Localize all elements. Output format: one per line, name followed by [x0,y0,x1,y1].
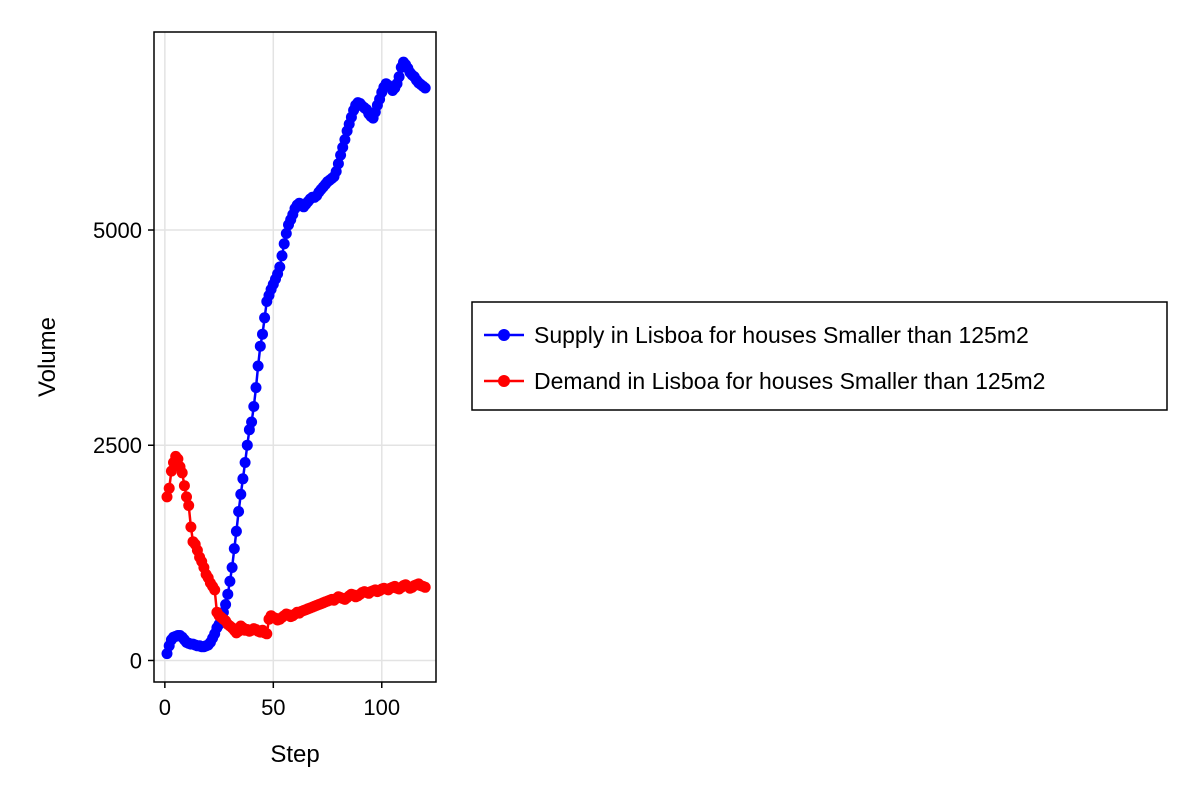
x-tick-label: 100 [363,695,400,720]
data-point [220,599,232,610]
x-tick-label: 0 [159,695,171,720]
plot-frame [153,31,437,683]
data-point [181,491,192,503]
y-axis-label: Volume [34,317,61,397]
data-point [419,82,431,94]
data-point [209,584,221,596]
data-point [222,588,234,600]
data-point [226,562,238,573]
data-point [419,581,431,593]
data-point [252,360,264,372]
legend: Supply in Lisboa for houses Smaller than… [471,301,1168,411]
data-point [239,457,251,468]
data-point [278,238,290,250]
legend-label-demand: Demand in Lisboa for houses Smaller than… [534,368,1045,394]
data-point [233,506,245,517]
data-point [237,473,249,485]
data-point [161,491,173,503]
data-point [250,382,262,394]
data-point [183,500,195,511]
data-point [248,401,260,412]
data-point [241,439,253,451]
data-point [276,250,288,262]
legend-label-supply: Supply in Lisboa for houses Smaller than… [534,322,1029,348]
x-axis-label: Step [270,741,319,768]
data-point [230,525,242,537]
axis-ticks: 0 50 100 0 2500 5000 [93,218,400,720]
x-tick-label: 50 [261,695,285,720]
series-demand [161,450,431,640]
data-point [261,628,273,640]
series-layer [161,56,431,660]
y-tick-label: 5000 [93,218,142,243]
data-point [176,467,188,479]
legend-marker-supply [498,329,510,341]
data-point [165,465,177,477]
data-point [163,482,175,494]
data-point [254,340,266,352]
legend-marker-demand [498,375,510,387]
data-point [235,488,247,500]
data-point [224,575,236,587]
series-supply [161,56,431,660]
data-point [332,158,344,170]
data-point [274,261,286,273]
data-point [280,228,292,239]
data-point [178,480,190,492]
grid-lines [154,32,436,682]
legend-box [471,301,1168,411]
data-point [259,312,271,324]
data-point [339,134,351,146]
data-point [257,328,268,340]
data-point [228,543,240,555]
data-point [246,416,258,428]
y-tick-label: 2500 [93,433,142,458]
data-point [393,71,405,83]
data-point [185,521,197,533]
y-tick-label: 0 [130,648,142,673]
